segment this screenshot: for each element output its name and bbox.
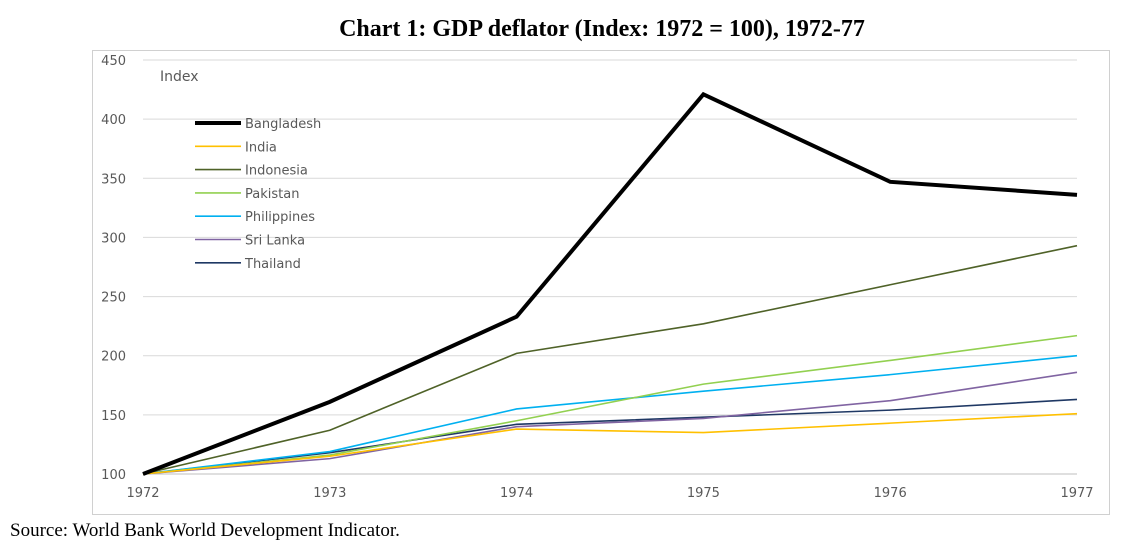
series-lines	[142, 91, 1078, 476]
legend-label-bangladesh: Bangladesh	[245, 117, 321, 132]
legend-label-pakistan: Pakistan	[245, 187, 299, 202]
y-tick-label: 100	[101, 468, 126, 483]
series-line-indonesia	[142, 244, 1078, 475]
x-tick-label: 1977	[1060, 486, 1093, 501]
chart-area	[92, 50, 1110, 515]
x-tick-label: 1976	[874, 486, 907, 501]
source-note: Source: World Bank World Development Ind…	[10, 520, 400, 541]
legend-label-thailand: Thailand	[244, 257, 301, 272]
x-tick-label: 1973	[313, 486, 346, 501]
y-tick-label: 200	[101, 350, 126, 365]
y-tick-label: 450	[101, 54, 126, 69]
series-line-philippines	[142, 354, 1078, 475]
y-tick-label: 350	[101, 172, 126, 187]
x-tick-label: 1975	[687, 486, 720, 501]
series-line-india	[142, 412, 1078, 475]
y-axis-unit-label: Index	[160, 69, 199, 85]
y-tick-label: 300	[101, 231, 126, 246]
legend: Bangladesh India Indonesia Pakistan Philippi…	[195, 117, 321, 272]
x-tick-label: 1974	[500, 486, 533, 501]
series-line-pakistan	[142, 334, 1078, 475]
legend-label-sri-lanka: Sri Lanka	[245, 234, 305, 249]
series-line-thailand	[142, 398, 1078, 475]
legend-label-india: India	[245, 140, 277, 155]
y-axis-ticks: 100 150 200 250 300 350 400 450	[101, 54, 126, 483]
legend-label-indonesia: Indonesia	[245, 164, 308, 179]
x-axis-ticks: 1972 1973 1974 1975 1976 1977	[126, 486, 1093, 501]
x-tick-label: 1972	[126, 486, 159, 501]
chart-title: Chart 1: GDP deflator (Index: 1972 = 100…	[339, 16, 865, 42]
y-tick-label: 150	[101, 409, 126, 424]
series-line-bangladesh	[142, 91, 1078, 476]
y-tick-label: 400	[101, 113, 126, 128]
legend-label-philippines: Philippines	[245, 210, 315, 225]
y-tick-label: 250	[101, 291, 126, 306]
series-line-sri-lanka	[142, 371, 1078, 475]
